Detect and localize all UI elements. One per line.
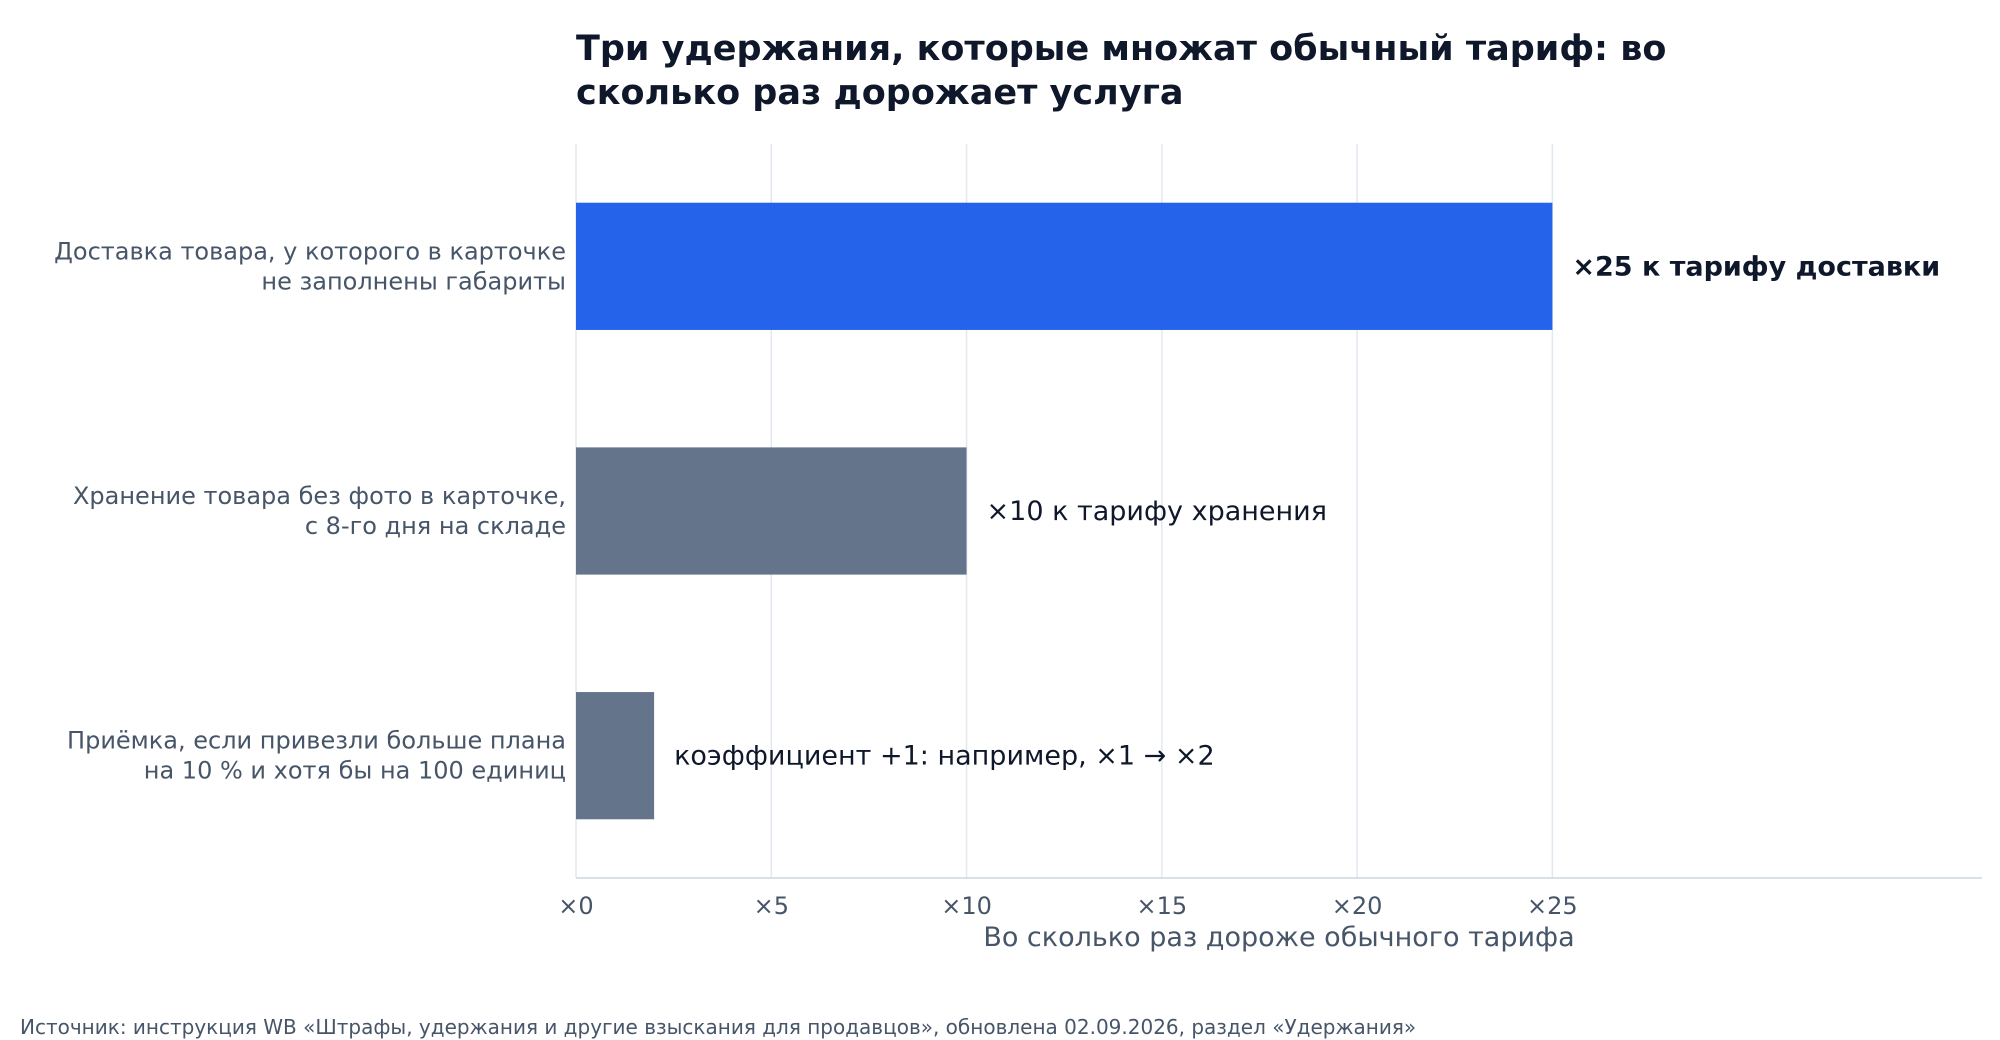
bar [576, 447, 967, 575]
x-axis: ×0 ×5 ×10 ×15 ×20 ×25 [558, 877, 1982, 920]
data-label: ×25 к тарифу доставки [1572, 251, 1940, 282]
chart-title-line-1: Три удержания, которые множат обычный та… [576, 29, 1666, 69]
x-tick-label: ×20 [1332, 892, 1383, 920]
bars [576, 202, 1553, 820]
source-note: Источник: инструкция WB «Штрафы, удержан… [20, 1015, 1416, 1039]
data-labels: ×25 к тарифу доставки ×10 к тарифу хранен… [674, 251, 1940, 771]
x-tick-label: ×25 [1527, 892, 1578, 920]
chart-title: Три удержания, которые множат обычный та… [576, 29, 1666, 113]
category-label: Приёмка, если привезли больше плана [67, 727, 566, 755]
category-labels: Доставка товара, у которого в карточкене… [54, 237, 566, 784]
category-label: Хранение товара без фото в карточке, [73, 482, 566, 510]
category-label: Доставка товара, у которого в карточке [54, 237, 566, 265]
category-label: на 10 % и хотя бы на 100 единиц [144, 757, 566, 785]
x-axis-title: Во сколько раз дороже обычного тарифа [983, 922, 1574, 953]
x-tick-label: ×5 [754, 892, 789, 920]
chart-title-line-2: сколько раз дорожает услуга [576, 73, 1183, 113]
x-tick-label: ×0 [558, 892, 593, 920]
x-tick-label: ×15 [1137, 892, 1188, 920]
bar [576, 202, 1553, 330]
category-label: с 8-го дня на складе [305, 512, 566, 540]
x-tick-label: ×10 [941, 892, 992, 920]
data-label: ×10 к тарифу хранения [987, 496, 1327, 527]
bar [576, 692, 655, 820]
category-label: не заполнены габариты [261, 267, 566, 295]
data-label: коэффициент +1: например, ×1 → ×2 [674, 741, 1215, 772]
